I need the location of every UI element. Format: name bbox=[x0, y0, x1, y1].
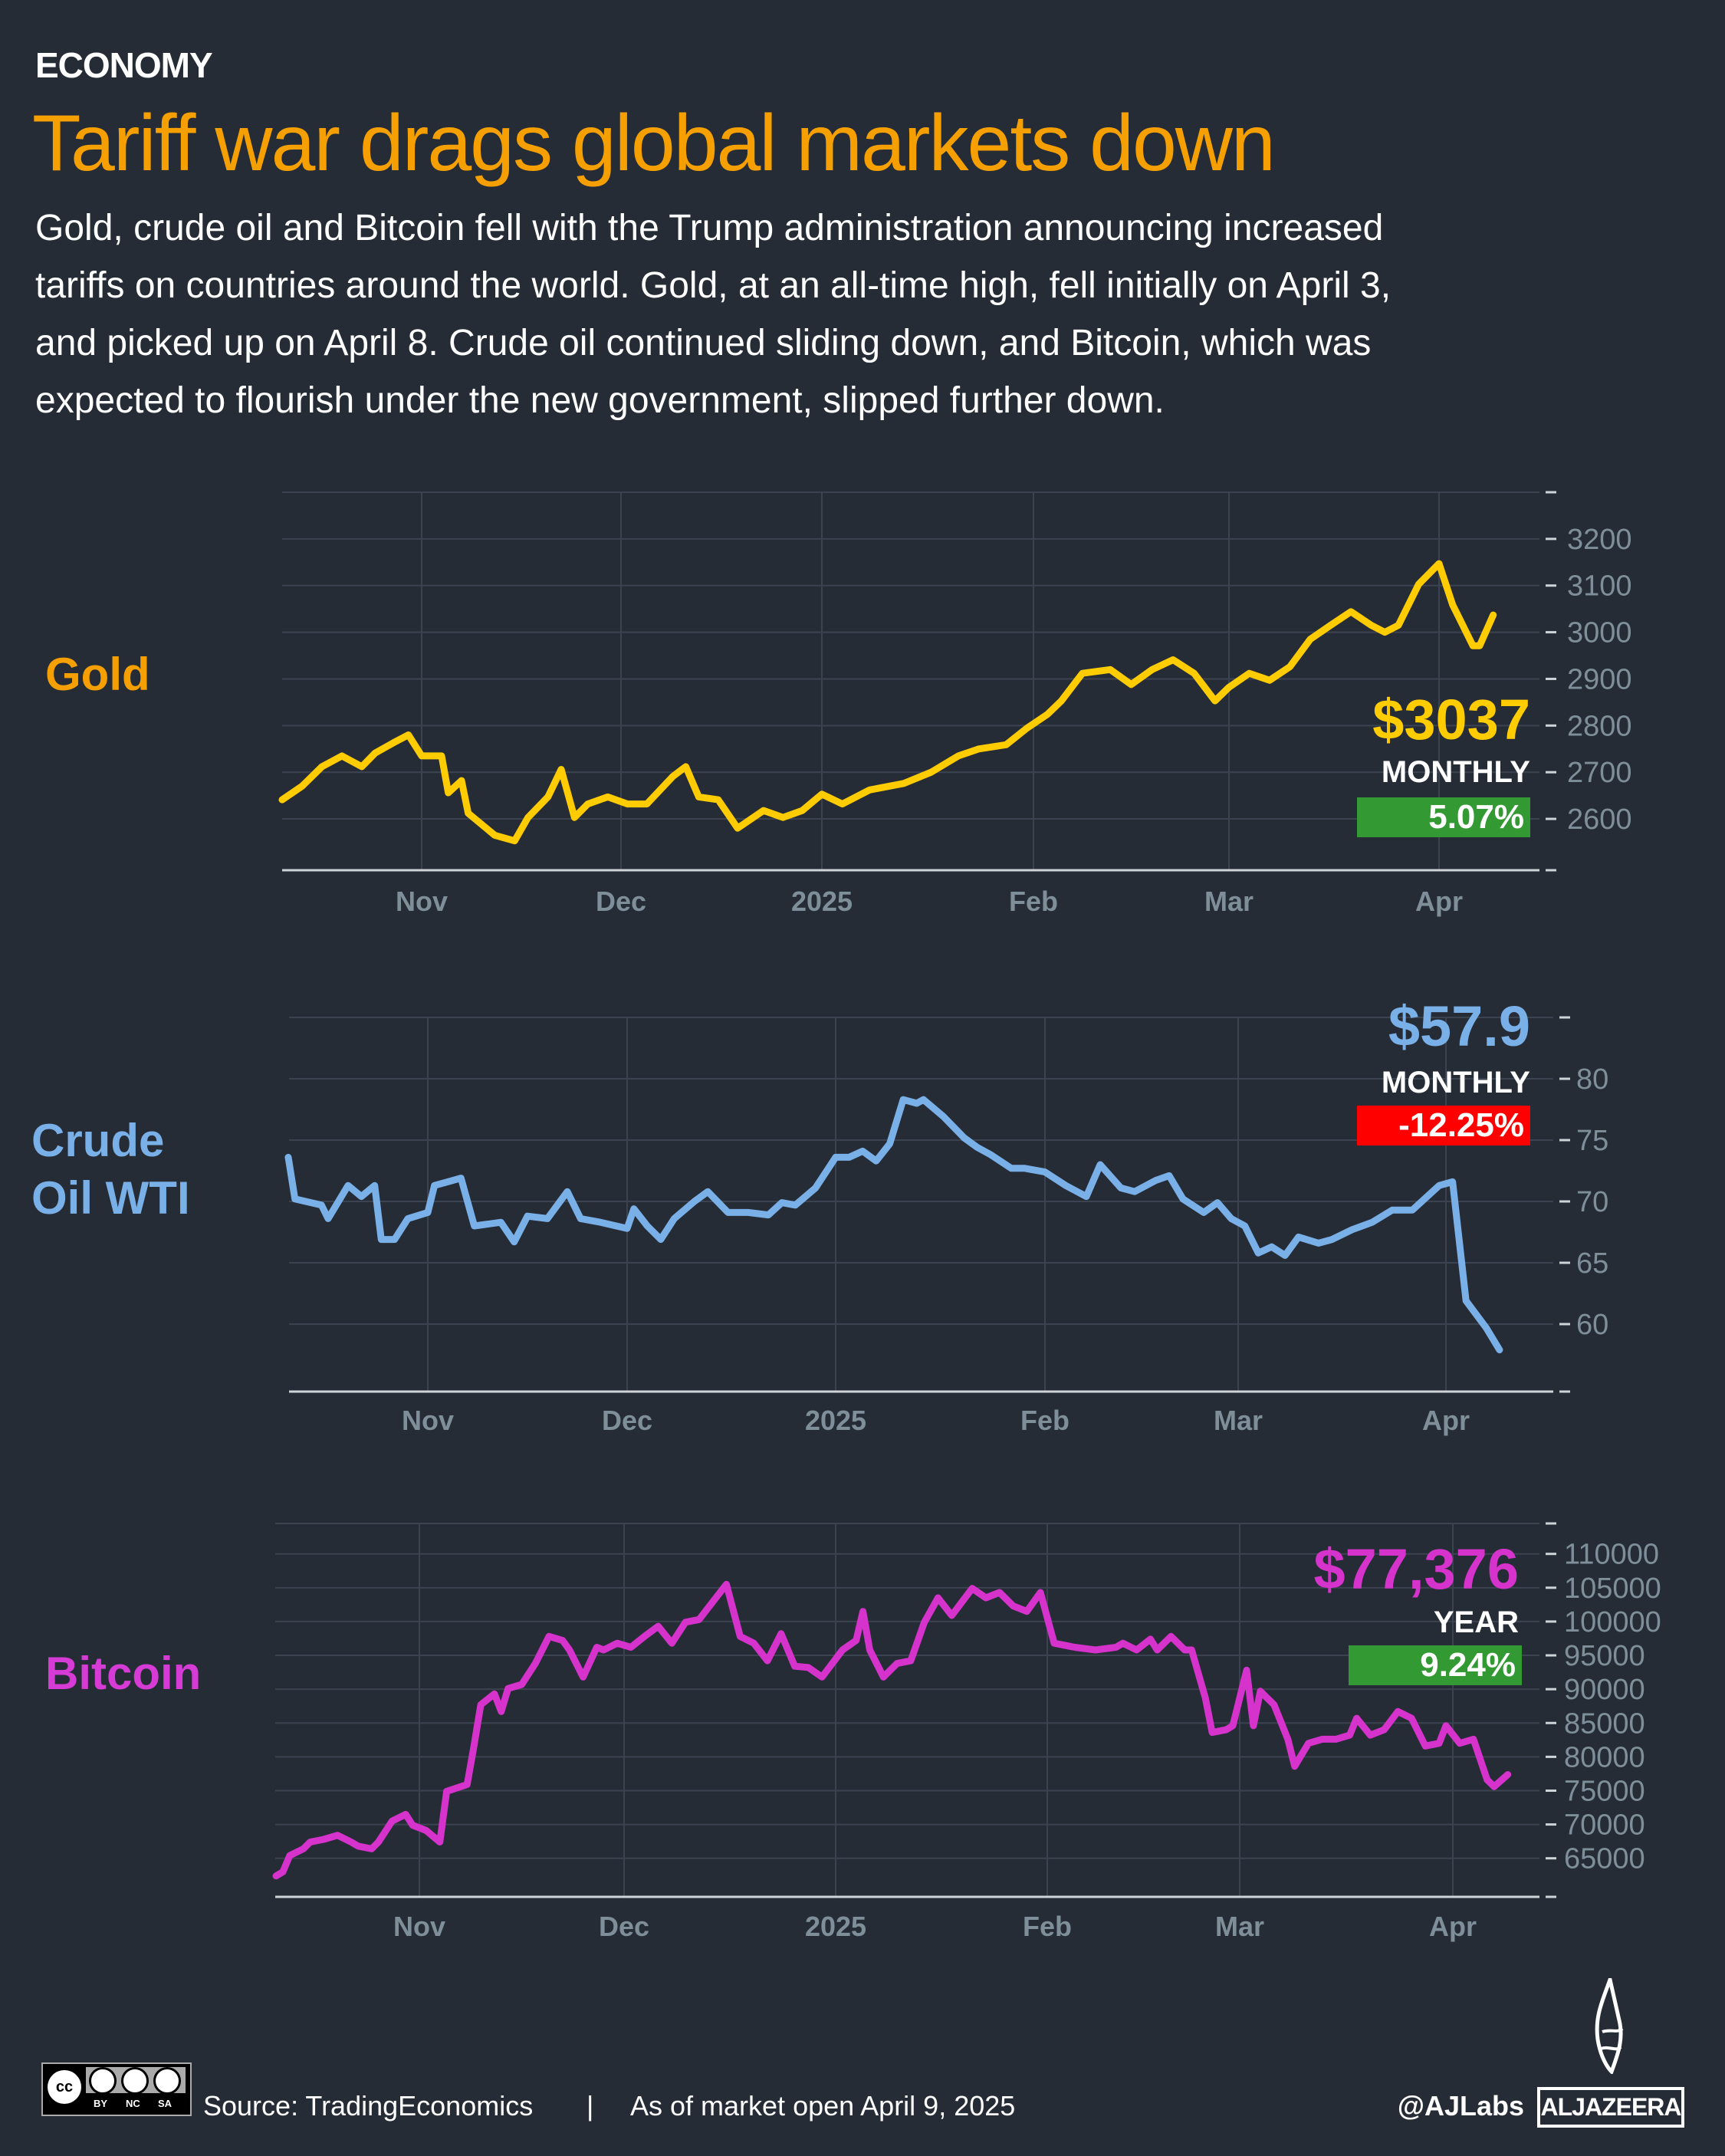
gold-xtick-label: Feb bbox=[1009, 886, 1058, 917]
bitcoin-ytick-label: 85000 bbox=[1564, 1707, 1645, 1740]
as-of-text: As of market open April 9, 2025 bbox=[630, 2090, 1016, 2121]
bitcoin-ytick-label: 100000 bbox=[1564, 1606, 1661, 1638]
bitcoin-price: $77,376 bbox=[1313, 1537, 1520, 1601]
oil-xtick-label: Nov bbox=[402, 1405, 454, 1436]
subtitle-line: expected to flourish under the new gover… bbox=[35, 380, 1165, 421]
bitcoin-ytick-label: 105000 bbox=[1564, 1573, 1661, 1605]
bitcoin-xtick-label: Feb bbox=[1023, 1911, 1072, 1942]
oil-ytick-label: 75 bbox=[1576, 1125, 1608, 1157]
page-title: Tariff war drags global markets down bbox=[32, 99, 1276, 188]
gold-xtick-label: Nov bbox=[396, 886, 448, 917]
bitcoin-xtick-label: Mar bbox=[1215, 1911, 1264, 1942]
gold-ytick-label: 2900 bbox=[1567, 663, 1632, 695]
by-icon bbox=[89, 2067, 117, 2095]
aljazeera-logo-icon bbox=[1595, 1978, 1624, 2074]
oil-ytick-label: 70 bbox=[1576, 1186, 1608, 1218]
cc-license-badge: cc BY NC SA bbox=[41, 2062, 192, 2116]
section-kicker: ECONOMY bbox=[35, 45, 213, 85]
gold-ytick-label: 2800 bbox=[1567, 710, 1632, 742]
gold-ytick-label: 3100 bbox=[1567, 570, 1632, 603]
bitcoin-ytick-label: 80000 bbox=[1564, 1741, 1645, 1773]
oil-ytick-label: 65 bbox=[1576, 1247, 1608, 1280]
bitcoin-series-label: Bitcoin bbox=[45, 1648, 202, 1699]
oil-xtick-label: 2025 bbox=[805, 1405, 866, 1436]
gold-ytick-label: 3200 bbox=[1567, 524, 1632, 556]
ajlabs-handle: @AJLabs bbox=[1397, 2090, 1524, 2121]
bitcoin-ytick-label: 95000 bbox=[1564, 1640, 1645, 1672]
by-label: BY bbox=[94, 2098, 108, 2109]
bitcoin-xtick-label: Dec bbox=[599, 1911, 649, 1942]
bitcoin-ytick-label: 75000 bbox=[1564, 1775, 1645, 1807]
oil-ytick-label: 80 bbox=[1576, 1063, 1608, 1096]
oil-label-line: Oil WTI bbox=[31, 1172, 190, 1224]
oil-series-line bbox=[284, 1096, 1503, 1354]
bitcoin-change-badge: 9.24% bbox=[1349, 1645, 1522, 1685]
cc-icon: cc bbox=[48, 2070, 81, 2104]
bitcoin-ytick-label: 90000 bbox=[1564, 1674, 1645, 1706]
oil-xtick-label: Mar bbox=[1214, 1405, 1263, 1436]
oil-period: MONTHLY bbox=[1381, 1066, 1530, 1099]
oil-price: $57.9 bbox=[1388, 994, 1530, 1058]
bitcoin-ytick-label: 70000 bbox=[1564, 1809, 1645, 1842]
gold-period: MONTHLY bbox=[1381, 755, 1530, 789]
bitcoin-ytick-label: 110000 bbox=[1564, 1539, 1659, 1571]
source-text: Source: TradingEconomics bbox=[203, 2090, 534, 2121]
gold-xtick-label: Apr bbox=[1415, 886, 1463, 917]
gold-price: $3037 bbox=[1372, 688, 1530, 751]
gold-ytick-label: 2700 bbox=[1567, 757, 1632, 789]
bitcoin-xtick-label: Apr bbox=[1429, 1911, 1477, 1942]
oil-xtick-label: Dec bbox=[602, 1405, 652, 1436]
oil-series-label: Crude Oil WTI bbox=[31, 1112, 190, 1227]
subtitle-line: Gold, crude oil and Bitcoin fell with th… bbox=[35, 208, 1384, 248]
gold-xtick-label: Mar bbox=[1204, 886, 1254, 917]
gold-xtick-label: Dec bbox=[596, 886, 646, 917]
gold-xtick-label: 2025 bbox=[791, 886, 853, 917]
gold-ytick-label: 2600 bbox=[1567, 804, 1632, 836]
gold-series-line bbox=[278, 560, 1497, 845]
aljazeera-wordmark: ALJAZEERA bbox=[1537, 2087, 1684, 2128]
gold-ytick-label: 3000 bbox=[1567, 617, 1632, 649]
bitcoin-period: YEAR bbox=[1433, 1605, 1519, 1639]
subtitle-line: and picked up on April 8. Crude oil cont… bbox=[35, 323, 1372, 363]
oil-change-badge: -12.25% bbox=[1357, 1106, 1530, 1145]
oil-xtick-label: Feb bbox=[1020, 1405, 1070, 1436]
oil-ytick-label: 60 bbox=[1576, 1309, 1608, 1341]
gold-change-badge: 5.07% bbox=[1357, 797, 1530, 837]
bitcoin-ytick-label: 65000 bbox=[1564, 1843, 1645, 1875]
sa-label: SA bbox=[158, 2098, 172, 2109]
footer-separator: | bbox=[586, 2090, 594, 2121]
sa-icon bbox=[153, 2067, 181, 2095]
gold-series-label: Gold bbox=[45, 649, 150, 700]
bitcoin-xtick-label: 2025 bbox=[805, 1911, 866, 1942]
oil-label-line: Crude bbox=[31, 1115, 165, 1166]
bitcoin-series-line bbox=[272, 1580, 1512, 1880]
nc-icon bbox=[121, 2067, 149, 2095]
oil-xtick-label: Apr bbox=[1422, 1405, 1470, 1436]
bitcoin-xtick-label: Nov bbox=[393, 1911, 445, 1942]
subtitle-line: tariffs on countries around the world. G… bbox=[35, 265, 1392, 306]
nc-label: NC bbox=[126, 2098, 140, 2109]
